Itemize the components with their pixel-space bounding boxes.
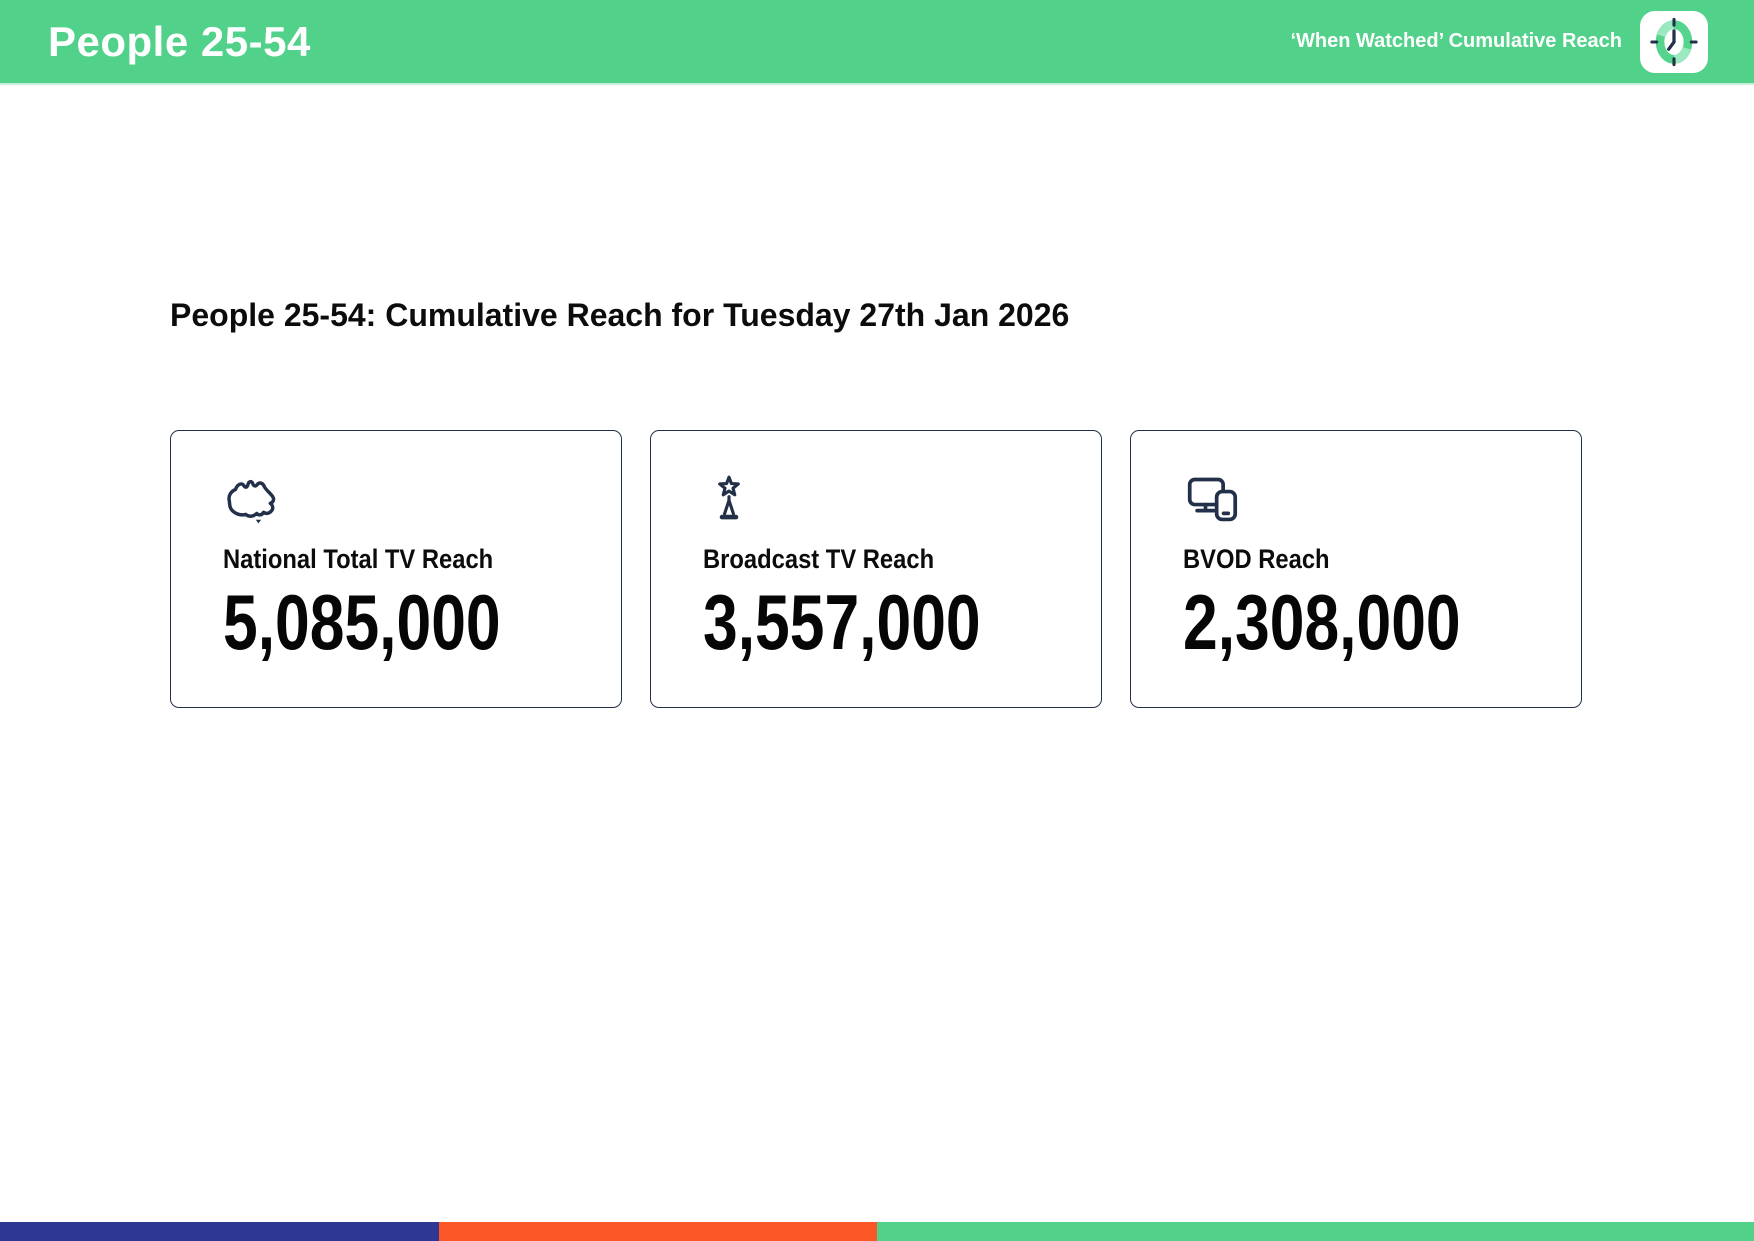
- kpi-value: 3,557,000: [703, 578, 981, 667]
- kpi-card-broadcast-tv: Broadcast TV Reach 3,557,000: [650, 429, 1102, 708]
- kpi-cards-row: National Total TV Reach 5,085,000 Broadc…: [170, 429, 1754, 708]
- report-heading: People 25-54: Cumulative Reach for Tuesd…: [170, 297, 1070, 333]
- footer-segment-orange: [438, 1222, 877, 1241]
- kpi-label: BVOD Reach: [1183, 543, 1330, 574]
- clock-badge: [1640, 10, 1708, 73]
- clock-icon: [1650, 17, 1698, 66]
- broadcast-tower-icon: [718, 475, 740, 520]
- kpi-value: 5,085,000: [223, 578, 501, 667]
- kpi-card-bvod: BVOD Reach 2,308,000: [1130, 429, 1582, 708]
- header-right: ‘When Watched’ Cumulative Reach: [1290, 10, 1708, 73]
- header-subtitle: ‘When Watched’ Cumulative Reach: [1290, 30, 1622, 52]
- australia-map-icon: [227, 479, 276, 524]
- footer-segment-green: [877, 1222, 1754, 1241]
- footer-color-bar: [0, 1222, 1754, 1241]
- kpi-label: Broadcast TV Reach: [703, 543, 935, 574]
- tv-and-phone-icon: [1187, 477, 1238, 522]
- footer-segment-indigo: [0, 1222, 439, 1241]
- kpi-label: National Total TV Reach: [223, 543, 494, 574]
- kpi-value: 2,308,000: [1183, 578, 1461, 667]
- page-title: People 25-54: [48, 17, 311, 65]
- kpi-card-national-total-tv: National Total TV Reach 5,085,000: [170, 429, 622, 708]
- main-content: People 25-54: Cumulative Reach for Tuesd…: [0, 297, 1754, 708]
- header: People 25-54 ‘When Watched’ Cumulative R…: [0, 0, 1754, 85]
